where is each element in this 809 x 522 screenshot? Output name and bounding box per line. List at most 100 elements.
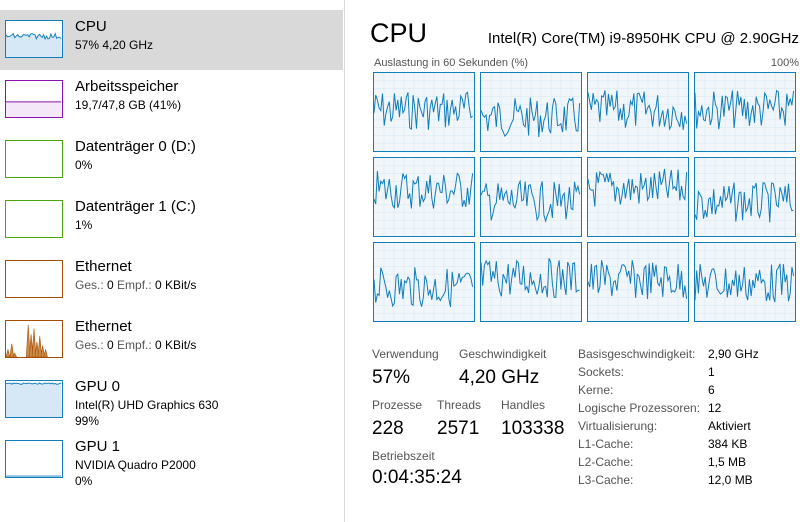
threads-value: 2571 <box>437 418 480 439</box>
logical-processor-graph <box>694 72 796 152</box>
traffic-spike <box>37 336 43 357</box>
logical-processor-graph <box>480 72 582 152</box>
logical-processor-graphs[interactable] <box>373 72 801 322</box>
sidebar-item-title: Datenträger 0 (D:) <box>75 138 196 155</box>
logical-processor-graph <box>694 157 796 237</box>
logical-processor-graph <box>587 242 689 322</box>
traffic-spike <box>12 352 17 357</box>
gpu-1-thumb-svg <box>6 475 62 477</box>
sidebar-item-ethernet-1[interactable]: Ethernet Ges.: 0 Empf.: 0 KBit/s <box>0 250 343 310</box>
thumb-fill <box>6 382 62 417</box>
sent-label: Ges.: <box>75 338 108 352</box>
usage-line <box>374 171 474 210</box>
sidebar-item-title: GPU 1 <box>75 438 121 455</box>
cpu-model-name: Intel(R) Core(TM) i9-8950HK CPU @ 2.90GH… <box>487 30 799 47</box>
sidebar-item-title: Ethernet <box>75 318 132 335</box>
sidebar-item-subtitle: 1% <box>75 218 93 232</box>
core-graph-svg <box>374 243 474 321</box>
spec-key: L3-Cache: <box>578 473 634 487</box>
handles-label: Handles <box>501 398 546 412</box>
core-graph-svg <box>481 158 581 236</box>
usage-line <box>588 168 688 207</box>
sidebar-item-subtitle: Intel(R) UHD Graphics 630 <box>75 398 219 412</box>
core-graph-svg <box>481 243 581 321</box>
ethernet-2-thumbnail-graph <box>5 320 63 358</box>
sidebar-item-cpu[interactable]: CPU 57% 4,20 GHz <box>0 10 343 70</box>
spec-value: 12 <box>708 401 722 415</box>
spec-value: 6 <box>708 383 715 397</box>
sidebar-item-title: Arbeitsspeicher <box>75 78 179 95</box>
panel-divider[interactable] <box>344 0 345 522</box>
spec-value: Aktiviert <box>708 419 751 433</box>
core-graph-svg <box>588 73 688 151</box>
spec-key: Sockets: <box>578 365 625 379</box>
sidebar-item-usage: 0% <box>75 474 93 488</box>
traffic-spike <box>9 343 15 357</box>
logical-processor-graph <box>480 157 582 237</box>
sidebar-item-title: CPU <box>75 18 107 35</box>
spec-value: 12,0 MB <box>708 473 753 487</box>
usage-value: 57% <box>372 367 411 388</box>
core-graph-svg <box>695 243 795 321</box>
logical-processor-graph <box>587 157 689 237</box>
cpu-thumb-svg <box>6 32 62 57</box>
sidebar-item-ethernet-2[interactable]: Ethernet Ges.: 0 Empf.: 0 KBit/s <box>0 310 343 370</box>
core-graph-svg <box>695 73 795 151</box>
sidebar-item-gpu-1[interactable]: GPU 1 NVIDIA Quadro P2000 0% <box>0 430 343 490</box>
graph-caption: Auslastung in 60 Sekunden (%) <box>374 57 529 69</box>
core-graph-svg <box>588 158 688 236</box>
sent-label: Ges.: <box>75 278 108 292</box>
usage-line <box>695 182 794 223</box>
received-value: 0 KBit/s <box>155 278 197 292</box>
thumb-line <box>6 382 62 385</box>
sidebar-item-disk-1[interactable]: Datenträger 1 (C:) 1% <box>0 190 343 250</box>
spec-value: 2,90 GHz <box>708 347 759 361</box>
core-graph-svg <box>481 73 581 151</box>
logical-processor-graph <box>480 242 582 322</box>
spec-key: L2-Cache: <box>578 455 634 469</box>
sidebar-item-usage: 99% <box>75 414 100 428</box>
logical-processor-graph <box>587 72 689 152</box>
ethernet-1-thumb-svg <box>6 261 62 297</box>
gpu-0-thumb-svg <box>6 382 62 417</box>
logical-processor-graph <box>694 242 796 322</box>
processes-label: Prozesse <box>372 398 423 412</box>
threads-label: Threads <box>437 398 482 412</box>
traffic-spike <box>40 345 45 357</box>
received-label: Empf.: <box>117 338 156 352</box>
usage-line <box>481 179 581 223</box>
spec-key: L1-Cache: <box>578 437 634 451</box>
traffic-spike <box>34 341 40 357</box>
received-label: Empf.: <box>117 278 156 292</box>
disk-1-thumbnail-graph <box>5 200 63 238</box>
usage-line <box>374 91 473 131</box>
thumb-fill <box>6 101 62 117</box>
uptime-value: 0:04:35:24 <box>372 467 462 488</box>
sidebar-item-gpu-0[interactable]: GPU 0 Intel(R) UHD Graphics 630 99% <box>0 370 343 430</box>
disk-1-thumb-svg <box>6 201 62 237</box>
sidebar-item-subtitle: 0% <box>75 158 93 172</box>
logical-processor-graph <box>373 157 475 237</box>
spec-key: Basisgeschwindigkeit: <box>578 347 696 361</box>
sidebar-item-title: Datenträger 1 (C:) <box>75 198 196 215</box>
spec-key: Virtualisierung: <box>578 419 658 433</box>
usage-line <box>481 258 580 298</box>
spec-value: 1,5 MB <box>708 455 747 469</box>
usage-line <box>481 96 581 138</box>
speed-label: Geschwindigkeit <box>459 347 547 361</box>
gpu-0-thumbnail-graph <box>5 380 63 418</box>
ethernet-2-thumb-svg <box>6 324 48 357</box>
handles-value: 103338 <box>501 418 565 439</box>
traffic-spike <box>43 349 48 357</box>
sidebar-item-subtitle: 19,7/47,8 GB (41%) <box>75 98 182 112</box>
uptime-label: Betriebszeit <box>372 449 435 463</box>
sidebar-item-disk-0[interactable]: Datenträger 0 (D:) 0% <box>0 130 343 190</box>
core-graph-svg <box>695 158 795 236</box>
usage-line <box>588 260 688 300</box>
logical-processor-graph <box>373 72 475 152</box>
graph-max-label: 100% <box>770 57 799 69</box>
gpu-1-thumbnail-graph <box>5 440 63 478</box>
sidebar-item-memory[interactable]: Arbeitsspeicher 19,7/47,8 GB (41%) <box>0 70 343 130</box>
usage-line <box>695 89 795 130</box>
spec-value: 384 KB <box>708 437 748 451</box>
